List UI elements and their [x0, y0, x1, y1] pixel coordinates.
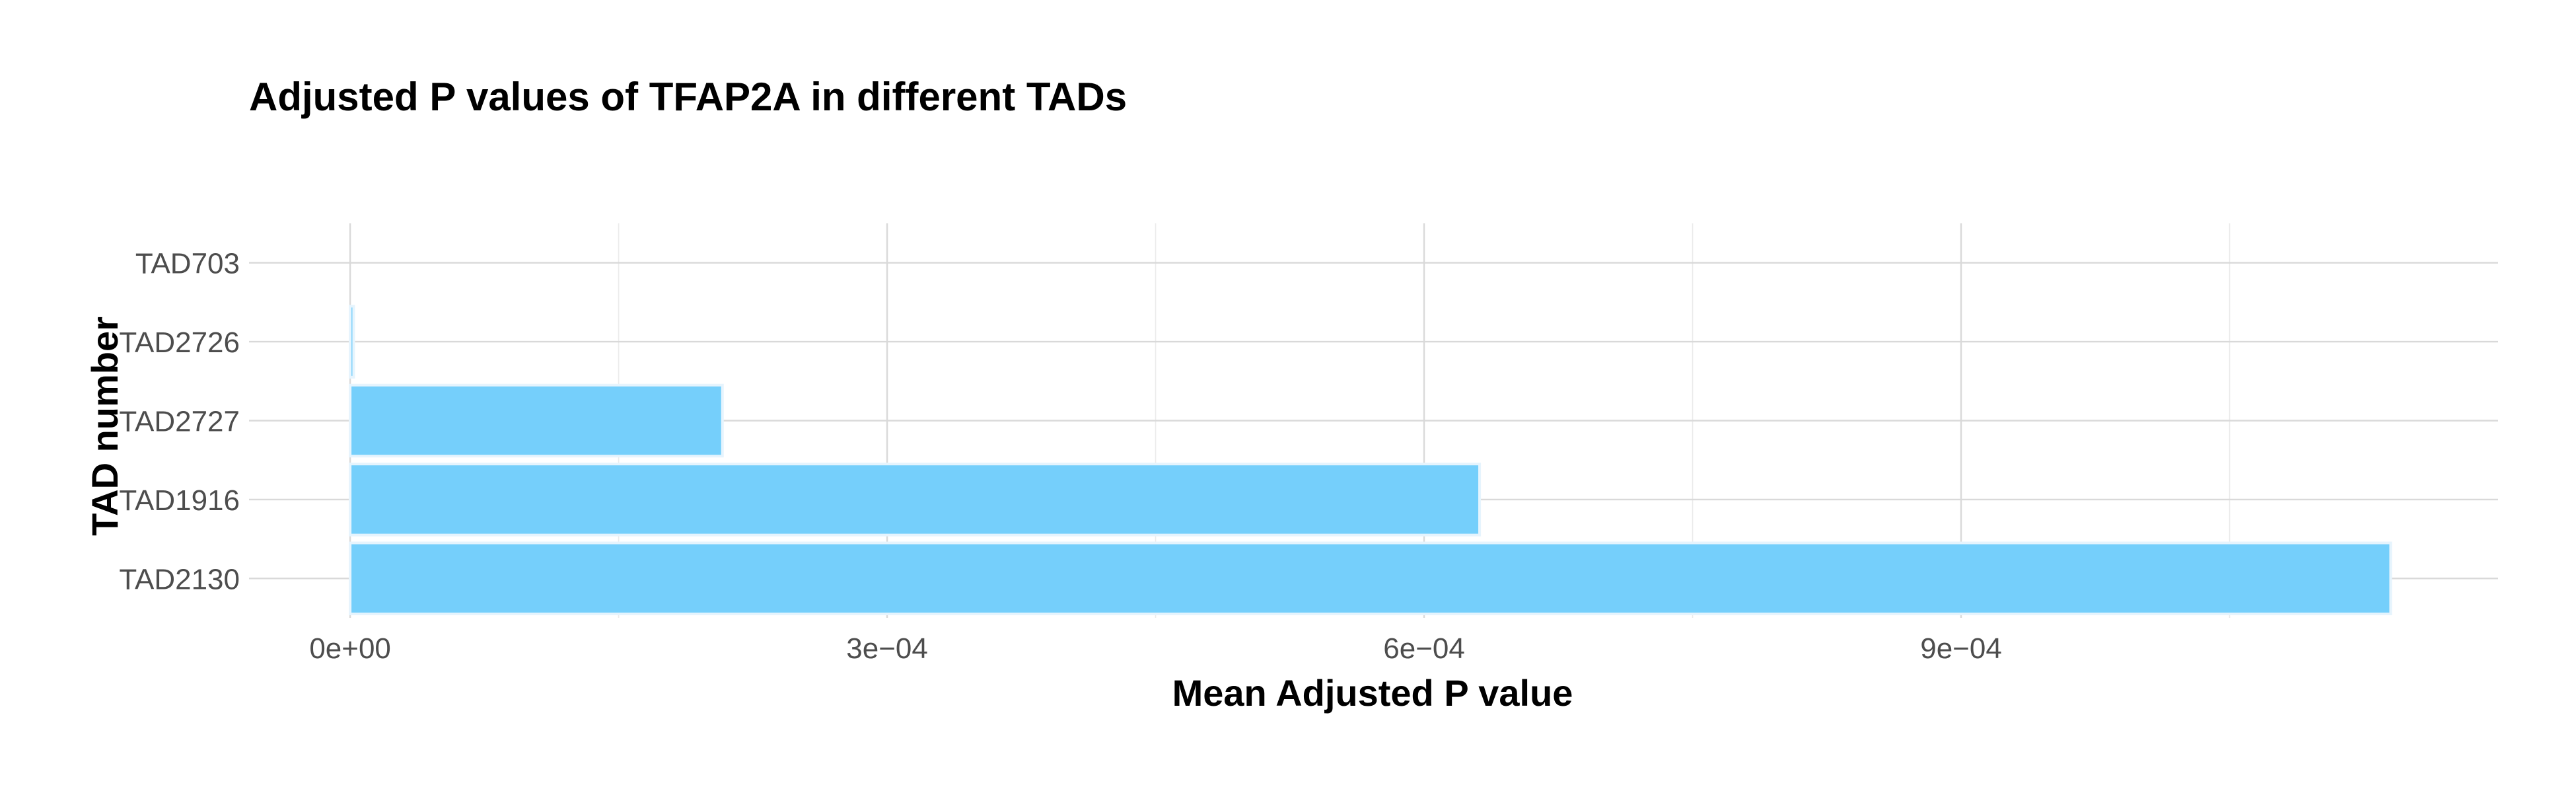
- y-tick-label: TAD2130: [119, 563, 240, 595]
- y-tick-label: TAD2727: [119, 406, 240, 438]
- x-tick-labels: 0e+00 3e−04 6e−04 9e−04: [309, 632, 2001, 665]
- bar-tad2726: [349, 305, 355, 379]
- chart-title: Adjusted P values of TFAP2A in different…: [249, 75, 1127, 119]
- x-tick-label: 0e+00: [309, 632, 391, 665]
- x-tick-label: 3e−04: [846, 632, 928, 665]
- y-axis-title: TAD number: [84, 317, 125, 536]
- bars: [349, 305, 2392, 616]
- x-tick-label: 9e−04: [1920, 632, 2002, 665]
- y-tick-label: TAD703: [135, 248, 240, 280]
- x-axis-title: Mean Adjusted P value: [1172, 672, 1573, 714]
- x-tick-label: 6e−04: [1383, 632, 1465, 665]
- bar-tad2130: [349, 541, 2392, 616]
- y-tick-label: TAD1916: [119, 484, 240, 517]
- y-tick-label: TAD2726: [119, 326, 240, 359]
- bar-tad1916: [349, 463, 1482, 537]
- bar-tad2727: [349, 383, 724, 458]
- y-tick-labels: TAD703 TAD2726 TAD2727 TAD1916 TAD2130: [119, 248, 240, 596]
